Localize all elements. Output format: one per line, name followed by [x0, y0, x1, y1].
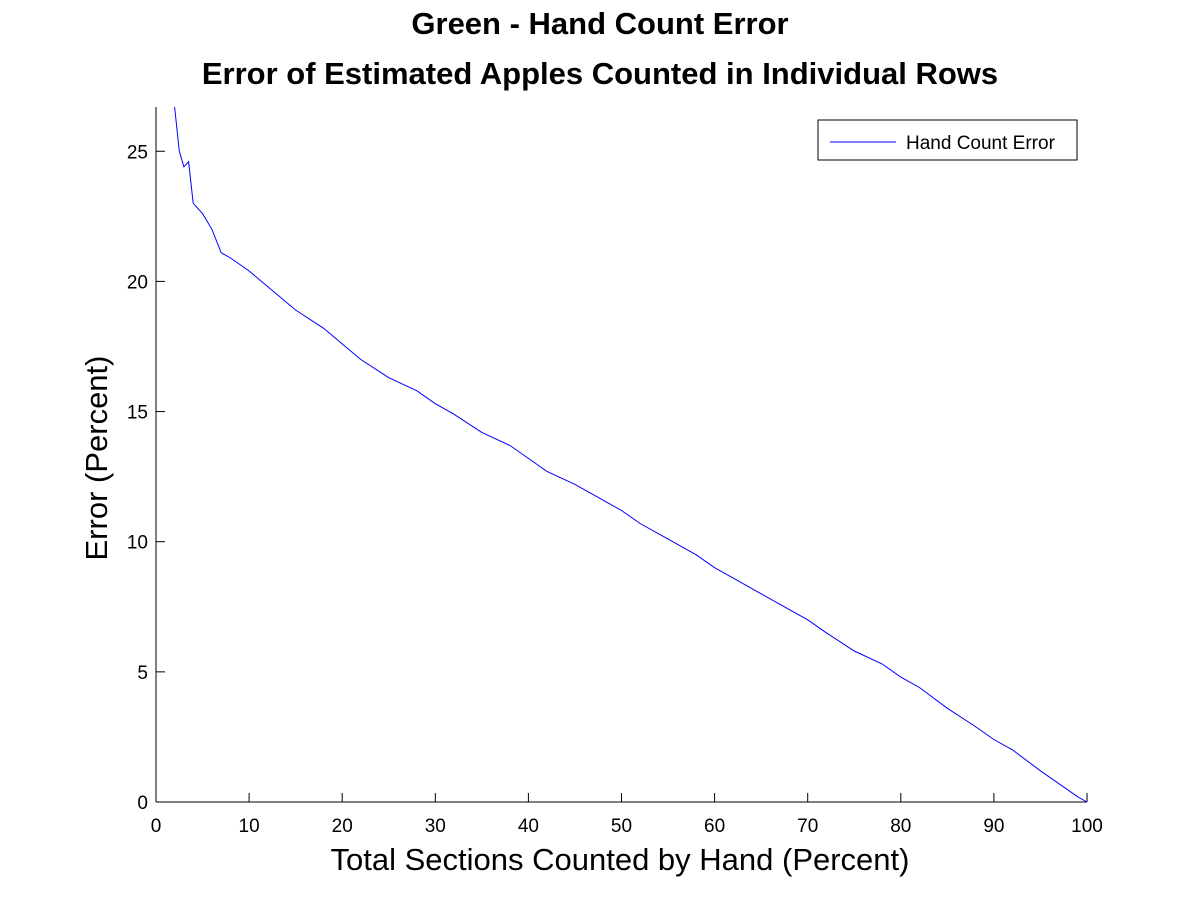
x-tick-label: 50 [611, 816, 632, 837]
x-tick-label: 100 [1071, 816, 1103, 837]
chart-title: Green - Hand Count Error [411, 6, 789, 41]
x-tick-label: 10 [239, 816, 260, 837]
y-axis-label: Error (Percent) [79, 355, 114, 561]
x-tick-label: 60 [704, 816, 725, 837]
y-tick-label: 10 [127, 533, 148, 554]
series-lines [174, 106, 1088, 803]
ticks: 0 10 20 30 40 50 60 70 80 90 100 0 5 10 15 20 25 [127, 142, 1103, 837]
chart-subtitle: Error of Estimated Apples Counted in Ind… [201, 56, 999, 91]
legend-box [817, 119, 1078, 161]
y-tick-label: 25 [127, 142, 148, 163]
legend-entry: Hand Count Error [906, 133, 1056, 154]
series-line [174, 106, 1088, 803]
y-tick-label: 0 [137, 793, 148, 814]
x-tick-label: 30 [425, 816, 446, 837]
x-tick-label: 90 [983, 816, 1004, 837]
legend: Hand Count Error [817, 119, 1078, 161]
x-axis-label: Total Sections Counted by Hand (Percent) [330, 842, 910, 877]
y-tick-label: 20 [127, 272, 148, 293]
axes [155, 107, 1087, 803]
x-tick-label: 0 [151, 816, 162, 837]
x-tick-label: 70 [797, 816, 818, 837]
x-tick-label: 80 [890, 816, 911, 837]
y-tick-label: 5 [137, 663, 148, 684]
x-tick-label: 40 [518, 816, 539, 837]
y-tick-label: 15 [127, 403, 148, 424]
x-tick-label: 20 [332, 816, 353, 837]
